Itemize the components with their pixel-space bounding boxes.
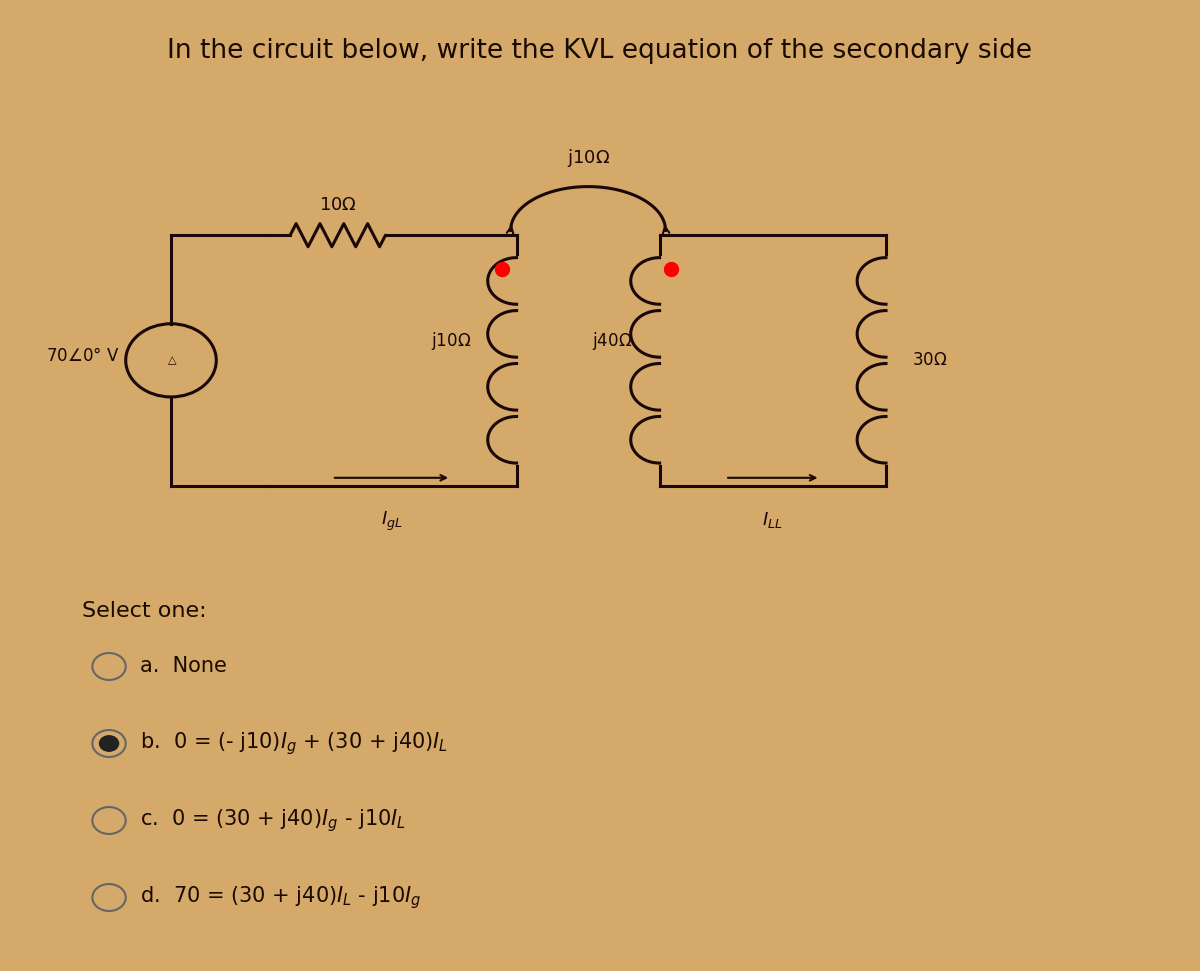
Text: Select one:: Select one: bbox=[82, 601, 206, 621]
Text: $\triangle$: $\triangle$ bbox=[164, 354, 178, 367]
Text: 30$\Omega$: 30$\Omega$ bbox=[912, 352, 948, 369]
Text: c.  0 = (30 + j40)$\mathit{I}_g$ - j10$\mathit{I}_L$: c. 0 = (30 + j40)$\mathit{I}_g$ - j10$\m… bbox=[140, 807, 406, 834]
Text: a.  None: a. None bbox=[140, 656, 227, 677]
Text: 70$\angle$0° V: 70$\angle$0° V bbox=[47, 347, 120, 364]
Text: j40$\Omega$: j40$\Omega$ bbox=[592, 330, 632, 352]
Text: $I_{LL}$: $I_{LL}$ bbox=[762, 510, 784, 529]
Circle shape bbox=[100, 736, 119, 752]
Text: j10$\Omega$: j10$\Omega$ bbox=[431, 330, 472, 352]
Text: d.  70 = (30 + j40)$\mathit{I}_L$ - j10$\mathit{I}_g$: d. 70 = (30 + j40)$\mathit{I}_L$ - j10$\… bbox=[140, 885, 421, 911]
Text: In the circuit below, write the KVL equation of the secondary side: In the circuit below, write the KVL equa… bbox=[168, 38, 1032, 64]
Text: 10$\Omega$: 10$\Omega$ bbox=[319, 196, 356, 214]
Text: $I_{gL}$: $I_{gL}$ bbox=[380, 510, 402, 533]
Text: b.  0 = (- j10)$\mathit{I}_g$ + (30 + j40)$\mathit{I}_L$: b. 0 = (- j10)$\mathit{I}_g$ + (30 + j40… bbox=[140, 730, 449, 757]
Text: j10$\Omega$: j10$\Omega$ bbox=[566, 148, 610, 169]
